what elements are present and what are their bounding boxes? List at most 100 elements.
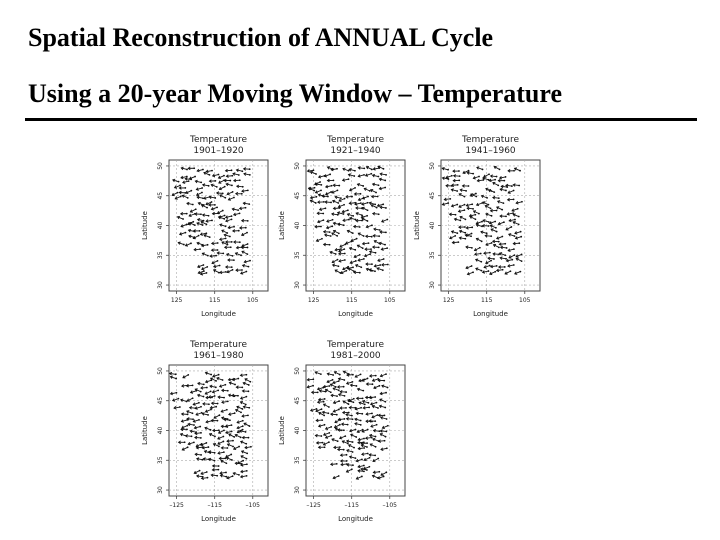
station-arrow bbox=[372, 428, 381, 433]
station-arrow bbox=[361, 452, 369, 456]
station-arrow bbox=[485, 212, 493, 217]
station-arrow bbox=[180, 223, 188, 228]
station-arrow bbox=[187, 166, 196, 171]
station-arrow bbox=[194, 435, 202, 440]
station-arrow bbox=[204, 371, 213, 376]
station-arrow bbox=[185, 383, 194, 388]
station-arrow bbox=[326, 372, 335, 376]
station-arrow bbox=[370, 204, 378, 209]
y-tick-label: 40 bbox=[429, 222, 436, 230]
station-arrow bbox=[238, 429, 247, 433]
chart-title: Temperature bbox=[189, 135, 247, 145]
station-arrow bbox=[196, 264, 205, 269]
station-arrow bbox=[196, 195, 204, 200]
y-tick-label: 30 bbox=[294, 281, 301, 289]
station-arrow bbox=[338, 435, 347, 440]
station-arrow bbox=[219, 270, 227, 275]
station-arrow bbox=[186, 410, 194, 415]
station-arrow bbox=[376, 267, 384, 272]
station-arrow bbox=[309, 170, 317, 175]
station-arrow bbox=[216, 376, 224, 381]
y-tick-label: 40 bbox=[294, 222, 301, 230]
station-arrow bbox=[204, 408, 212, 413]
station-arrow bbox=[209, 377, 217, 382]
station-arrow bbox=[316, 400, 325, 404]
station-arrow bbox=[357, 166, 366, 170]
station-arrow bbox=[461, 184, 470, 188]
station-arrow bbox=[195, 187, 204, 191]
station-arrow bbox=[380, 416, 388, 420]
station-arrow bbox=[317, 397, 326, 402]
station-arrow bbox=[201, 213, 210, 217]
station-arrow bbox=[507, 248, 515, 252]
station-arrow bbox=[213, 414, 221, 419]
y-axis-label: Latitude bbox=[141, 416, 149, 445]
station-arrow bbox=[223, 233, 231, 238]
station-arrow bbox=[361, 217, 369, 222]
station-arrow bbox=[242, 201, 251, 206]
station-arrow bbox=[210, 473, 219, 477]
station-arrow bbox=[345, 240, 353, 245]
station-arrow bbox=[489, 224, 497, 229]
station-arrow bbox=[233, 240, 241, 244]
station-arrow bbox=[336, 385, 345, 389]
station-arrow bbox=[321, 410, 330, 415]
station-arrow bbox=[346, 229, 354, 234]
station-arrow bbox=[194, 388, 202, 393]
station-arrow bbox=[466, 206, 474, 211]
station-arrow bbox=[209, 254, 218, 258]
station-arrow bbox=[465, 265, 473, 270]
station-arrow bbox=[226, 268, 234, 274]
station-arrow bbox=[317, 423, 326, 428]
station-arrow bbox=[182, 180, 190, 184]
station-arrow bbox=[512, 183, 521, 187]
station-arrow bbox=[345, 195, 353, 199]
station-arrow bbox=[354, 264, 363, 269]
station-arrow bbox=[337, 377, 346, 381]
station-arrow bbox=[316, 211, 325, 216]
station-arrow bbox=[341, 440, 349, 445]
station-arrow bbox=[220, 459, 228, 465]
station-arrow bbox=[194, 405, 202, 410]
station-arrow bbox=[378, 186, 387, 191]
station-arrow bbox=[459, 188, 468, 192]
station-arrow bbox=[357, 232, 365, 237]
station-arrow bbox=[217, 395, 225, 399]
station-arrow bbox=[331, 189, 339, 194]
station-arrow bbox=[324, 200, 332, 204]
station-arrow bbox=[345, 381, 354, 385]
station-arrow bbox=[462, 169, 470, 175]
x-tick-label: 125 bbox=[443, 297, 455, 304]
station-arrow bbox=[210, 401, 219, 406]
station-arrow bbox=[488, 220, 497, 225]
station-arrow bbox=[492, 252, 500, 256]
station-arrow bbox=[378, 241, 386, 246]
station-arrow bbox=[373, 227, 381, 231]
station-arrow bbox=[241, 389, 250, 393]
x-tick-label: 115 bbox=[346, 297, 358, 304]
y-tick-label: 45 bbox=[157, 192, 164, 200]
station-arrow bbox=[223, 417, 231, 422]
station-arrow bbox=[450, 183, 459, 187]
station-arrow bbox=[332, 475, 340, 480]
station-arrow bbox=[512, 221, 520, 226]
station-arrow bbox=[369, 401, 378, 406]
station-arrow bbox=[209, 405, 218, 410]
station-arrow bbox=[173, 184, 182, 189]
station-arrow bbox=[357, 258, 365, 262]
station-arrow bbox=[361, 428, 369, 433]
station-arrow bbox=[239, 395, 248, 400]
station-arrow bbox=[240, 270, 248, 275]
station-arrow bbox=[236, 425, 244, 430]
station-arrow bbox=[196, 168, 204, 173]
station-arrow bbox=[240, 450, 249, 455]
station-arrow bbox=[228, 381, 236, 386]
station-arrow bbox=[473, 246, 481, 252]
station-arrow bbox=[210, 183, 218, 188]
station-arrow bbox=[357, 446, 366, 451]
chart-subtitle: 1901–1920 bbox=[193, 146, 244, 156]
station-arrow bbox=[169, 375, 178, 380]
station-arrow bbox=[458, 236, 467, 240]
station-arrow bbox=[515, 257, 523, 263]
